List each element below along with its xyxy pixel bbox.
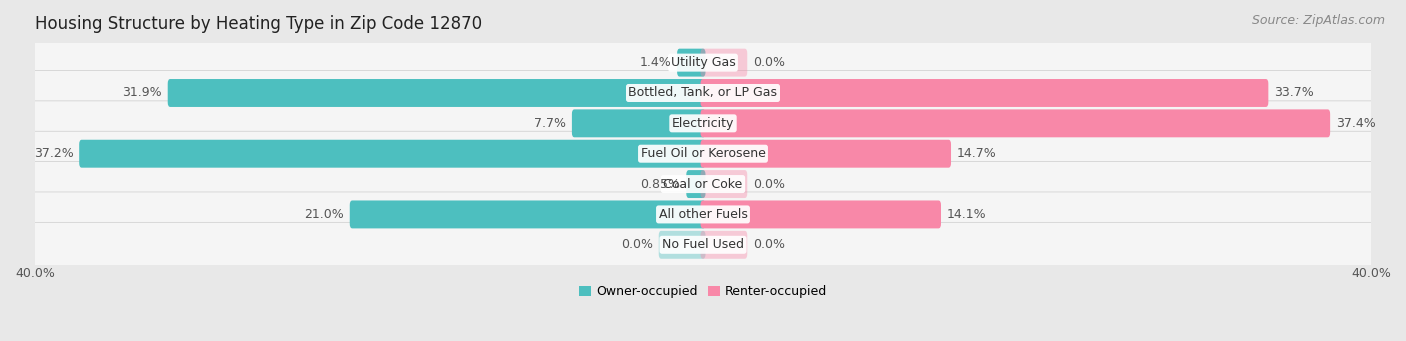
FancyBboxPatch shape <box>700 140 950 168</box>
FancyBboxPatch shape <box>30 162 1376 207</box>
Text: Housing Structure by Heating Type in Zip Code 12870: Housing Structure by Heating Type in Zip… <box>35 15 482 33</box>
Text: 33.7%: 33.7% <box>1274 87 1315 100</box>
FancyBboxPatch shape <box>167 79 706 107</box>
FancyBboxPatch shape <box>30 101 1376 146</box>
Text: Electricity: Electricity <box>672 117 734 130</box>
FancyBboxPatch shape <box>30 71 1376 116</box>
Text: 14.1%: 14.1% <box>946 208 987 221</box>
Text: No Fuel Used: No Fuel Used <box>662 238 744 251</box>
Text: 0.85%: 0.85% <box>641 178 681 191</box>
FancyBboxPatch shape <box>700 170 747 198</box>
Text: 21.0%: 21.0% <box>304 208 344 221</box>
Text: All other Fuels: All other Fuels <box>658 208 748 221</box>
Text: Utility Gas: Utility Gas <box>671 56 735 69</box>
FancyBboxPatch shape <box>30 222 1376 267</box>
FancyBboxPatch shape <box>700 231 747 259</box>
FancyBboxPatch shape <box>30 192 1376 237</box>
Text: Source: ZipAtlas.com: Source: ZipAtlas.com <box>1251 14 1385 27</box>
Text: 0.0%: 0.0% <box>621 238 652 251</box>
Text: 37.2%: 37.2% <box>34 147 73 160</box>
FancyBboxPatch shape <box>700 49 747 77</box>
Legend: Owner-occupied, Renter-occupied: Owner-occupied, Renter-occupied <box>579 285 827 298</box>
FancyBboxPatch shape <box>700 79 1268 107</box>
FancyBboxPatch shape <box>30 40 1376 85</box>
Text: Fuel Oil or Kerosene: Fuel Oil or Kerosene <box>641 147 765 160</box>
FancyBboxPatch shape <box>572 109 706 137</box>
FancyBboxPatch shape <box>659 231 706 259</box>
FancyBboxPatch shape <box>686 170 706 198</box>
FancyBboxPatch shape <box>700 109 1330 137</box>
Text: 31.9%: 31.9% <box>122 87 162 100</box>
Text: 1.4%: 1.4% <box>640 56 671 69</box>
Text: 37.4%: 37.4% <box>1336 117 1375 130</box>
FancyBboxPatch shape <box>678 49 706 77</box>
Text: 0.0%: 0.0% <box>754 238 785 251</box>
FancyBboxPatch shape <box>30 131 1376 176</box>
Text: Coal or Coke: Coal or Coke <box>664 178 742 191</box>
FancyBboxPatch shape <box>350 201 706 228</box>
Text: 7.7%: 7.7% <box>534 117 567 130</box>
Text: 0.0%: 0.0% <box>754 56 785 69</box>
Text: 0.0%: 0.0% <box>754 178 785 191</box>
FancyBboxPatch shape <box>700 201 941 228</box>
Text: 14.7%: 14.7% <box>957 147 997 160</box>
Text: Bottled, Tank, or LP Gas: Bottled, Tank, or LP Gas <box>628 87 778 100</box>
FancyBboxPatch shape <box>79 140 706 168</box>
